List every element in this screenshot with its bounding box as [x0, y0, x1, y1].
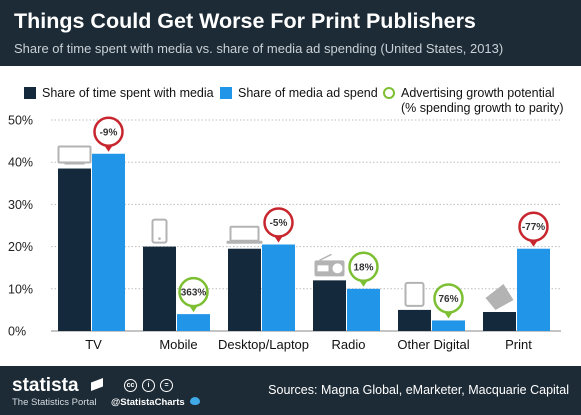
y-tick-label: 30% [8, 198, 33, 212]
growth-badge [518, 211, 549, 242]
legend-label-spend: Share of media ad spend [238, 86, 378, 100]
phone-body [151, 218, 168, 244]
chart-title: Things Could Get Worse For Print Publish… [14, 9, 476, 33]
growth-badge [348, 251, 379, 283]
tablet-icon [404, 281, 425, 307]
growth-label: -5% [270, 218, 288, 229]
bar-time [228, 248, 261, 331]
tv-icon [57, 145, 92, 165]
newspaper-sheet [485, 284, 514, 311]
x-tick-label: Print [505, 337, 532, 352]
laptop-screen [229, 225, 260, 242]
y-tick-label: 0% [8, 325, 26, 339]
y-tick-label: 20% [8, 240, 33, 254]
bar-time [398, 309, 431, 331]
bar-time [483, 312, 516, 331]
legend-item-growth: Advertising growth potential [383, 86, 555, 100]
bar-chart: 0% 10% 20% 30% 40% 50% TV -9% Mobile 363% Desktop/… [8, 114, 561, 352]
radio-display [317, 265, 329, 272]
sources-text: Sources: Magna Global, eMarketer, Macqua… [268, 383, 569, 397]
radio-icon [314, 253, 345, 277]
x-tick-label: Other Digital [397, 337, 469, 352]
footer: statista The Statistics Portal cc i = @S… [0, 366, 581, 415]
statista-logo: statista [12, 375, 79, 396]
growth-circle-icon [383, 87, 395, 99]
by-icon: i [142, 379, 155, 392]
phone-icon [151, 218, 168, 244]
bar-time [58, 168, 91, 331]
growth-badge [178, 276, 209, 308]
legend-item-spend: Share of media ad spend [220, 86, 378, 100]
nd-icon: = [160, 379, 173, 392]
y-tick-label: 10% [8, 282, 33, 296]
chart-subtitle: Share of time spent with media vs. share… [14, 41, 504, 56]
growth-label: 76% [438, 294, 458, 305]
bar-time [143, 246, 176, 331]
y-tick-label: 50% [8, 114, 33, 128]
radio-speaker [332, 263, 343, 274]
tv-stand [64, 162, 85, 165]
growth-label: 18% [353, 262, 373, 273]
y-tick-label: 40% [8, 156, 33, 170]
twitter-handle[interactable]: @StatistaCharts [111, 397, 185, 408]
growth-badge [433, 283, 464, 314]
legend-swatch-spend [220, 87, 232, 99]
legend-label-growth: Advertising growth potential [401, 86, 555, 100]
legend-sublabel-growth: (% spending growth to parity) [401, 101, 564, 115]
growth-label: -77% [522, 222, 545, 233]
statista-tagline: The Statistics Portal [12, 397, 97, 408]
tv-screen [57, 145, 92, 164]
x-tick-label: Desktop/Laptop [218, 337, 309, 352]
bar-spend [432, 320, 465, 331]
x-tick-label: Mobile [159, 337, 197, 352]
tablet-body [404, 281, 425, 307]
growth-badge [93, 116, 124, 148]
growth-badge [263, 207, 294, 238]
laptop-base [226, 240, 263, 244]
x-tick-label: TV [85, 337, 102, 352]
x-tick-label: Radio [332, 337, 366, 352]
legend-swatch-time [24, 87, 36, 99]
cc-icon: cc [124, 379, 137, 392]
bar-spend [262, 244, 295, 331]
legend-label-time: Share of time spent with media [42, 86, 214, 100]
bar-spend [517, 248, 550, 331]
newspaper-icon [485, 284, 514, 311]
bar-spend [347, 288, 380, 331]
radio-antenna [319, 253, 332, 262]
header: Things Could Get Worse For Print Publish… [0, 0, 581, 66]
growth-label: -9% [100, 127, 118, 138]
bar-spend [92, 153, 125, 331]
bar-time [313, 280, 346, 331]
bar-spend [177, 314, 210, 331]
statista-flag-icon [91, 378, 103, 391]
twitter-bird-icon [190, 397, 200, 405]
phone-button [158, 237, 161, 240]
laptop-icon [226, 225, 263, 244]
growth-label: 363% [181, 288, 207, 299]
legend-item-time: Share of time spent with media [24, 86, 214, 100]
